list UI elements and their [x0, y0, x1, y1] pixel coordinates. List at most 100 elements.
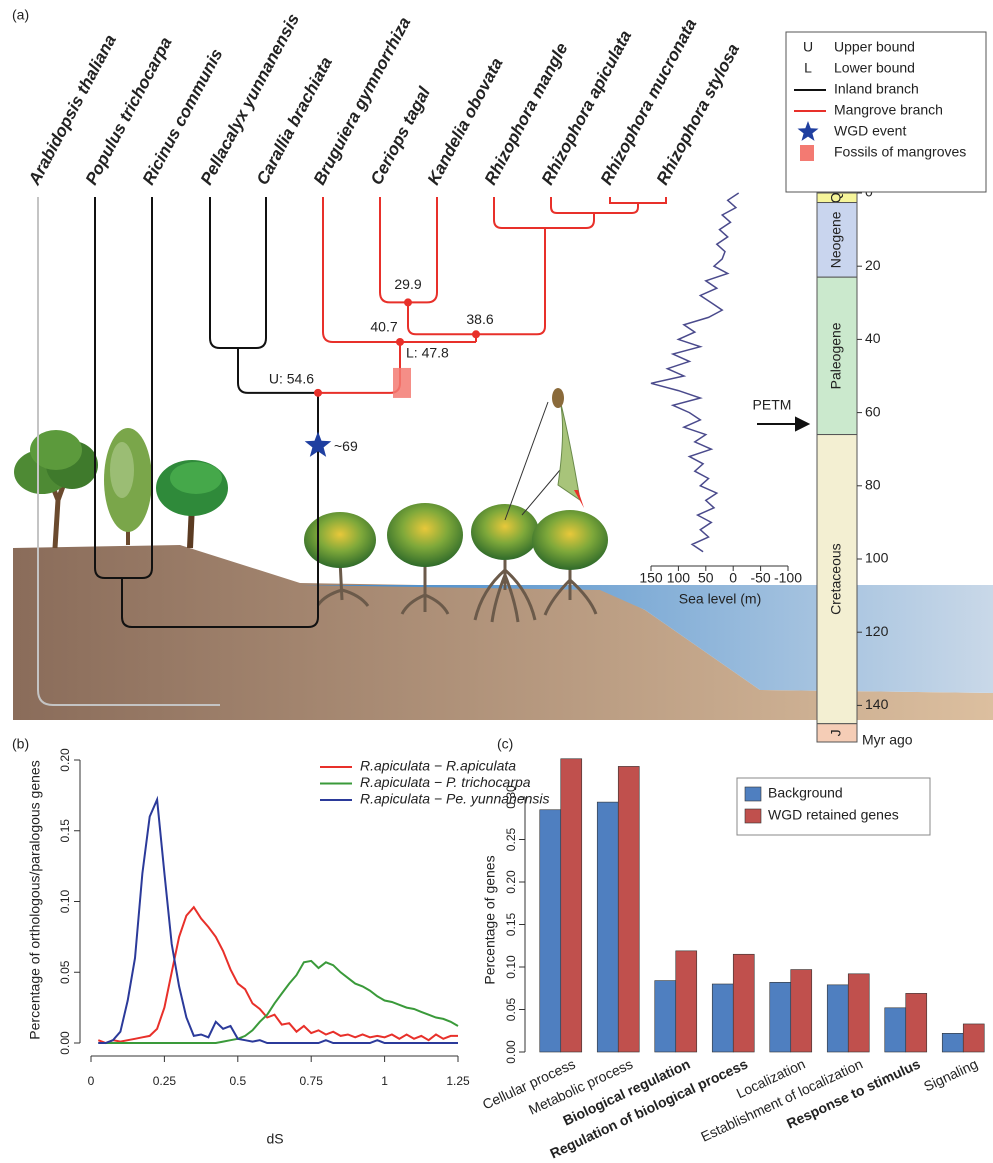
time-tick-label: 60: [865, 403, 881, 419]
sea-tick-label: 100: [667, 570, 691, 586]
petm-label: PETM: [753, 397, 792, 413]
bar: [884, 1007, 907, 1053]
wgd-star: [304, 431, 332, 457]
y-tick-label: 0.00: [58, 1031, 72, 1055]
y-tick-label: 0.10: [504, 955, 518, 979]
y-tick-label: 0.25: [504, 827, 518, 851]
bar: [560, 758, 583, 1053]
branch: [94, 197, 153, 579]
bar: [654, 980, 677, 1053]
y-tick-label: 0.05: [58, 960, 72, 984]
time-tick-label: 140: [865, 696, 889, 712]
branch: [609, 197, 667, 204]
legend-label: Background: [768, 785, 843, 801]
branch: [237, 348, 318, 394]
node-label: 38.6: [466, 311, 493, 327]
sea-tick-label: 0: [729, 570, 737, 586]
time-tick-label: 20: [865, 257, 881, 273]
panel-label: (a): [12, 7, 29, 23]
bar: [675, 950, 698, 1053]
bar: [617, 766, 640, 1053]
fossil-box: [393, 367, 411, 398]
period-box: [816, 276, 858, 436]
sea-level-line: [650, 192, 740, 553]
legend-label: Lower bound: [834, 60, 915, 76]
node-dot: [404, 298, 412, 307]
time-tick-label: 40: [865, 330, 881, 346]
inland-tree: [14, 430, 98, 549]
legend-label: Upper bound: [834, 39, 915, 55]
taxon-label: Pellacalyx yunnanensis: [197, 11, 303, 188]
legend-label: WGD retained genes: [768, 807, 899, 823]
period-name: J: [828, 729, 844, 736]
bar: [769, 981, 792, 1053]
mangrove-canopies: [304, 503, 608, 570]
legend-swatch: [800, 145, 814, 161]
x-tick-label: 0.5: [229, 1074, 246, 1088]
y-tick-label: 0.00: [504, 1040, 518, 1064]
period-name: Paleogene: [828, 322, 844, 389]
bar: [962, 1023, 985, 1053]
y-axis-label: Percentage of orthologous/paralogous gen…: [27, 760, 43, 1039]
series-line: [98, 795, 458, 1044]
sea-tick-label: 150: [639, 570, 663, 586]
legend-star: [797, 121, 819, 141]
legend-label: R.apiculata − R.apiculata: [360, 758, 516, 774]
y-tick-label: 0.20: [504, 870, 518, 894]
branch: [209, 197, 267, 349]
time-unit: Myr ago: [862, 732, 913, 748]
bar: [732, 953, 755, 1053]
node-label: ~69: [334, 438, 358, 454]
ground: [13, 545, 993, 720]
node-label: 40.7: [370, 319, 397, 335]
time-tick-label: 100: [865, 550, 889, 566]
bar: [711, 983, 734, 1053]
legend-label: R.apiculata − Pe. yunnanensis: [360, 791, 550, 807]
x-tick-label: 0.25: [153, 1074, 177, 1088]
bar: [826, 984, 849, 1053]
branch: [37, 197, 220, 706]
x-tick-label: 1.25: [446, 1074, 470, 1088]
bar: [790, 969, 813, 1053]
sea-tick-label: -50: [750, 570, 770, 586]
node-dot: [314, 388, 322, 397]
branch: [322, 197, 476, 343]
legend-symbol: L: [804, 60, 812, 76]
period-box: [816, 202, 858, 278]
node-dot: [472, 330, 480, 339]
period-name: Q: [828, 192, 844, 203]
legend-swatch: [744, 808, 762, 824]
branch: [493, 197, 595, 229]
legend-label: Inland branch: [834, 81, 919, 97]
series-line: [98, 959, 459, 1044]
x-tick-label: 0: [88, 1074, 95, 1088]
legend-swatch: [744, 786, 762, 802]
propagule: [504, 388, 584, 521]
y-tick-label: 0.30: [504, 785, 518, 809]
legend-label: Fossils of mangroves: [834, 144, 966, 160]
x-axis-label: dS: [266, 1131, 283, 1147]
series-line: [97, 905, 458, 1045]
period-name: Neogene: [828, 211, 844, 268]
panel-label: (b): [12, 736, 29, 752]
y-tick-label: 0.20: [58, 748, 72, 772]
x-tick-label: 1: [381, 1074, 388, 1088]
time-tick-label: 120: [865, 623, 889, 639]
period-box: [816, 723, 858, 743]
sea-tick-label: -100: [774, 570, 802, 586]
bar: [905, 993, 928, 1053]
petm-arrow: [757, 416, 811, 432]
x-tick-label: 0.75: [300, 1074, 324, 1088]
taxon-label: Bruguiera gymnorrhiza: [310, 14, 415, 188]
legend-label: Mangrove branch: [834, 102, 943, 118]
period-box: [816, 434, 858, 725]
bar: [941, 1033, 964, 1053]
bar: [539, 809, 562, 1053]
bar: [847, 973, 870, 1053]
period-name: Cretaceous: [828, 543, 844, 615]
legend-label: R.apiculata − P. trichocarpa: [360, 774, 531, 790]
inland-tree: [156, 460, 228, 549]
y-axis-label: Percentage of genes: [482, 855, 498, 984]
inland-tree: [104, 428, 152, 545]
